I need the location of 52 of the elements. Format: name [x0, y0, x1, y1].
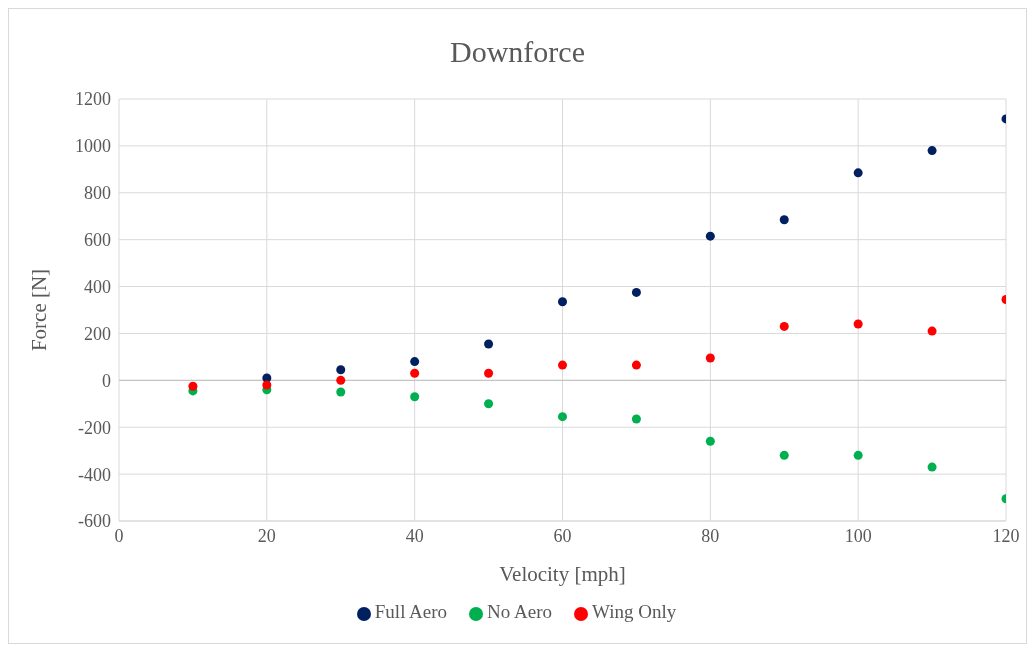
point: [557, 297, 568, 307]
legend-label: Full Aero: [374, 601, 448, 622]
point: [410, 368, 420, 378]
x-tick-label: 40: [405, 525, 424, 546]
chart-title: Downforce: [449, 34, 586, 70]
y-axis-title: Force [N]: [27, 268, 52, 352]
x-axis-title: Velocity [mph]: [499, 562, 626, 586]
point: [336, 365, 346, 375]
x-tick-label: 80: [701, 525, 720, 546]
y-tick-label: 800: [84, 183, 111, 204]
y-tick-label: -600: [78, 511, 111, 532]
point: [779, 215, 789, 225]
point: [927, 326, 937, 336]
point: [853, 168, 863, 178]
point: [779, 450, 789, 460]
legend-label: Wing Only: [592, 601, 677, 622]
x-tick-label: 20: [257, 525, 276, 546]
point: [631, 287, 641, 297]
y-tick-label: -400: [78, 464, 111, 485]
x-tick-label: 60: [553, 525, 572, 546]
point: [705, 231, 715, 241]
point: [557, 412, 568, 422]
point: [705, 436, 715, 446]
point: [927, 462, 937, 472]
point: [927, 146, 937, 156]
legend-label: No Aero: [487, 601, 552, 622]
y-tick-label: 1200: [75, 89, 111, 110]
x-tick-label: 100: [844, 525, 872, 546]
point: [484, 368, 494, 378]
point: [779, 321, 789, 331]
point: [484, 399, 494, 409]
point: [262, 380, 272, 390]
point: [336, 375, 346, 385]
point: [631, 414, 641, 424]
point: [853, 450, 863, 460]
point: [853, 319, 863, 329]
y-tick-label: 1000: [75, 136, 111, 157]
y-tick-label: 200: [84, 323, 111, 344]
point: [188, 381, 198, 391]
point: [484, 339, 494, 349]
x-tick-label: 0: [114, 525, 124, 546]
point: [336, 387, 346, 397]
point: [631, 360, 641, 370]
point: [557, 360, 568, 370]
y-tick-label: -200: [78, 417, 111, 438]
y-tick-label: 0: [102, 370, 111, 391]
y-tick-label: 600: [84, 230, 111, 251]
point: [705, 353, 715, 363]
point: [410, 392, 420, 402]
y-tick-label: 400: [84, 276, 111, 297]
x-tick-label: 120: [992, 525, 1020, 546]
point: [410, 357, 420, 367]
